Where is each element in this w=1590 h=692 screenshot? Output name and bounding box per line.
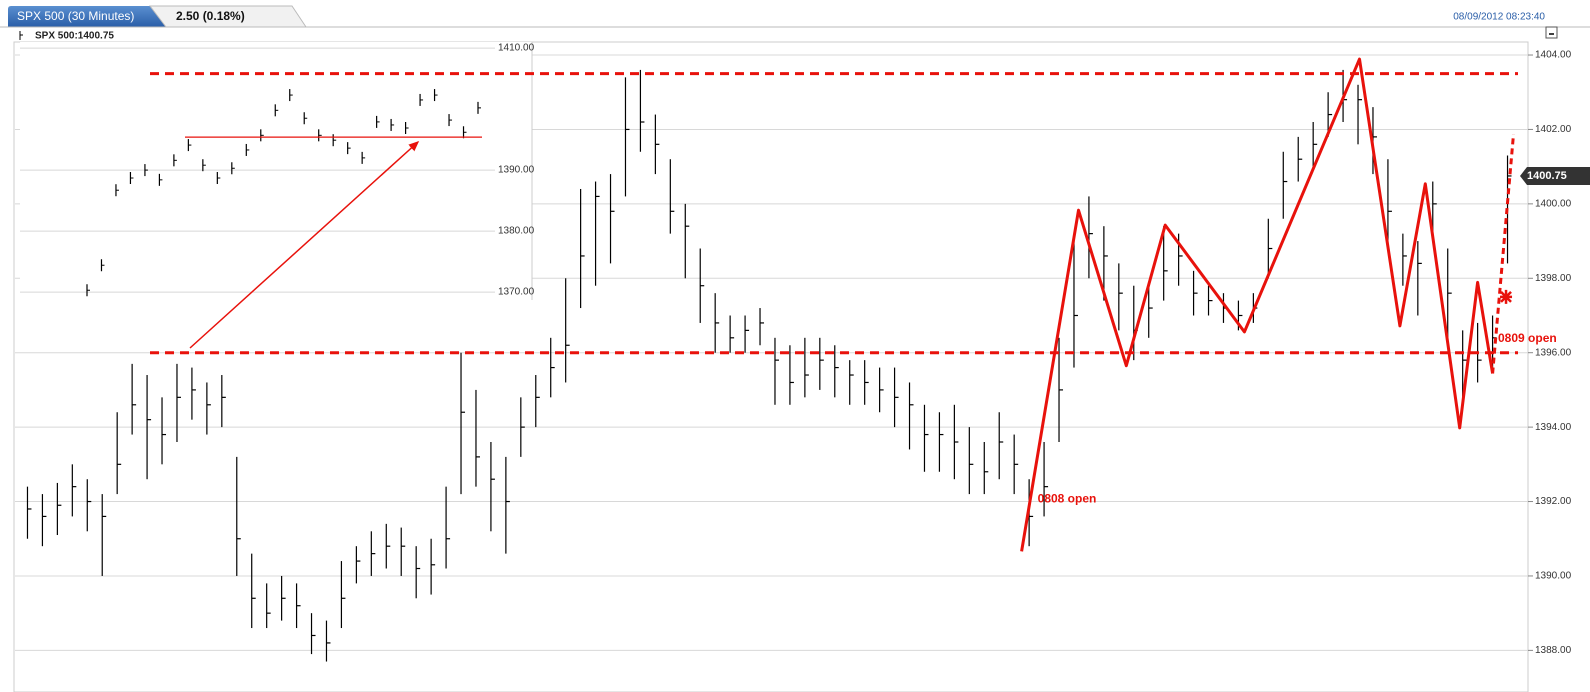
y-tick-label: 1392.00 [1535,496,1572,507]
y-tick-label: 1396.00 [1535,347,1572,358]
y-tick-label: 1400.00 [1535,199,1572,210]
y-tick-label: 1404.00 [1535,50,1572,61]
change: 2.50 (0.18%) [176,9,245,23]
quote: SPX 500:1400.75 [35,31,114,42]
y-tick-label: 1388.00 [1535,645,1572,656]
inset-tick-label: 1410.00 [498,43,535,54]
inset-tick-label: 1380.00 [498,226,535,237]
y-tick-label: 1402.00 [1535,124,1572,135]
arrow [189,140,420,349]
annotation: 0809 open [1498,331,1557,345]
inset-tick-label: 1390.00 [498,165,535,176]
y-tick-label: 1398.00 [1535,273,1572,284]
plot-frame [13,41,1529,692]
zigzag [1020,57,1495,552]
price-tag [1520,166,1590,185]
inset-background [20,42,532,300]
annotation: 0808 open [1038,492,1097,506]
projection [1491,134,1515,374]
timestamp: 08/09/2012 08:23:40 [1453,12,1545,23]
minimize-button[interactable] [1545,26,1558,39]
tab[interactable] [8,6,166,27]
price-tag-label: 1400.75 [1527,170,1567,182]
inset-tick-label: 1370.00 [498,287,535,298]
tab-title[interactable]: SPX 500 (30 Minutes) [17,9,134,23]
y-tick-label: 1394.00 [1535,422,1572,433]
y-tick-label: 1390.00 [1535,571,1572,582]
marker [1500,289,1513,304]
legend-icon [19,31,23,40]
